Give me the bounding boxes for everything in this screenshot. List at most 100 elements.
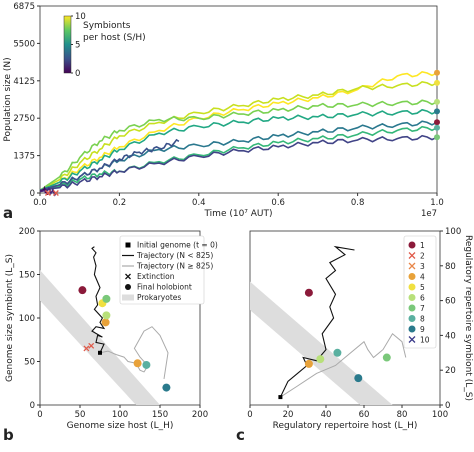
y-tick-label: 80 <box>445 262 456 272</box>
y-tick-label: 60 <box>445 297 456 307</box>
x-tick-label: 20 <box>283 410 294 420</box>
legend-symbol <box>122 294 134 301</box>
legend-box-b <box>119 235 205 305</box>
series-end-marker <box>434 69 440 76</box>
legend-label: 9 <box>420 325 425 334</box>
colorbar-tick-label: 5 <box>75 41 80 51</box>
trajectory-black <box>91 246 106 354</box>
final-holobiont-point <box>142 360 151 369</box>
x-tick-label: 100 <box>432 410 448 420</box>
final-holobiont-point <box>78 286 87 295</box>
y-tick-label: 6875 <box>13 2 35 12</box>
trajectory-grey <box>280 333 407 398</box>
x-tick-label: 80 <box>397 410 408 420</box>
extinction-marker <box>52 190 59 196</box>
legend-symbol <box>125 242 131 248</box>
series-line <box>39 187 57 197</box>
y-tick-label: 0 <box>30 401 35 411</box>
x-tick-label: 40 <box>321 410 332 420</box>
x-tick-label: 50 <box>75 410 86 420</box>
legend-symbol <box>408 325 416 333</box>
y-tick-label: 0 <box>30 189 35 199</box>
legend-label: 3 <box>420 262 425 271</box>
extinction-marker <box>83 345 90 352</box>
final-holobiont-point <box>304 359 313 368</box>
x-axis-label-b: Genome size host (L_H) <box>67 421 174 431</box>
x-tick-label: 0 <box>37 410 42 420</box>
legend-label: 10 <box>420 336 430 345</box>
series-line <box>39 138 180 192</box>
x-tick-label: 0.6 <box>271 198 285 208</box>
series-end-marker <box>434 119 440 126</box>
x-tick-label: 1.0 <box>430 198 444 208</box>
series-line <box>39 80 438 191</box>
y-tick-label: 1375 <box>13 152 35 162</box>
final-holobiont-point <box>162 383 171 392</box>
series-end-marker <box>434 98 440 105</box>
legend-symbol <box>408 304 416 312</box>
x-axis-label-a: Time (10⁷ AUT) <box>203 209 272 219</box>
y-tick-label: 50 <box>24 358 35 368</box>
legend-label: Trajectory (N ≥ 825) <box>136 262 213 271</box>
legend-symbol <box>125 284 131 290</box>
x-multiplier-label-a: 1e7 <box>421 209 437 219</box>
y-tick-label: 40 <box>445 331 456 341</box>
x-tick-label: 150 <box>152 410 168 420</box>
legend-label: Prokaryotes <box>137 293 181 302</box>
y-tick-label: 4125 <box>13 77 35 87</box>
x-axis-label-c: Regulatory repertoire host (L_H) <box>273 421 418 431</box>
legend-label: Final holobiont <box>137 283 192 292</box>
legend-label: 5 <box>420 283 425 292</box>
final-holobiont-point <box>102 311 111 320</box>
y-tick-label: 5500 <box>13 39 35 49</box>
y-tick-label: 150 <box>19 271 35 281</box>
x-tick-label: 0.0 <box>33 198 47 208</box>
series-line <box>39 125 438 192</box>
colorbar-label: per host (S/H) <box>83 33 146 43</box>
legend-label: 4 <box>420 273 425 282</box>
y-tick-label: 200 <box>19 227 35 237</box>
legend-label: Extinction <box>137 272 175 281</box>
legend-label: 2 <box>420 252 425 261</box>
extinction-marker <box>44 190 51 196</box>
y-axis-label-c: Regulatory repertoire symbiont (L_S) <box>463 235 473 401</box>
final-holobiont-point <box>102 294 111 303</box>
extinction-marker <box>88 342 95 349</box>
x-tick-label: 100 <box>112 410 128 420</box>
x-tick-label: 0 <box>247 410 252 420</box>
x-tick-label: 0.8 <box>351 198 365 208</box>
final-holobiont-point <box>354 374 363 383</box>
legend-symbol <box>408 294 416 301</box>
panel-letter-b: b <box>3 426 14 444</box>
legend-label: 6 <box>420 294 425 303</box>
series-line <box>39 108 438 192</box>
legend-label: 8 <box>420 315 425 324</box>
y-tick-label: 100 <box>445 227 461 237</box>
prokaryote-band <box>40 270 160 405</box>
legend-symbol <box>408 315 416 322</box>
initial-genome-marker <box>98 350 102 355</box>
x-tick-label: 0.2 <box>113 198 127 208</box>
legend-symbol <box>125 273 131 280</box>
x-tick-label: 200 <box>192 410 208 420</box>
series-end-marker <box>434 108 440 115</box>
panel-letter-c: c <box>236 426 245 444</box>
trajectory-black <box>279 245 355 398</box>
y-tick-label: 20 <box>445 366 456 376</box>
final-holobiont-point <box>333 348 342 357</box>
y-tick-label: 100 <box>19 314 35 324</box>
legend-label: Trajectory (N < 825) <box>136 251 213 260</box>
y-axis-label-a: Population size (N) <box>3 57 13 141</box>
legend-label: 7 <box>420 304 425 313</box>
series-line <box>39 134 438 192</box>
legend-symbol <box>408 241 416 249</box>
final-holobiont-point <box>304 288 313 297</box>
legend-label: Initial genome (t = 0) <box>137 241 218 250</box>
final-holobiont-point <box>316 355 325 364</box>
series-end-marker <box>434 79 440 86</box>
legend-symbol <box>408 273 416 280</box>
colorbar-label: Symbionts <box>83 21 131 31</box>
series-end-marker <box>434 124 440 131</box>
legend-label: 1 <box>420 241 425 250</box>
